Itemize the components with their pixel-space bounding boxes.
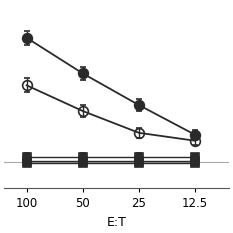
X-axis label: E:T: E:T — [106, 216, 127, 229]
